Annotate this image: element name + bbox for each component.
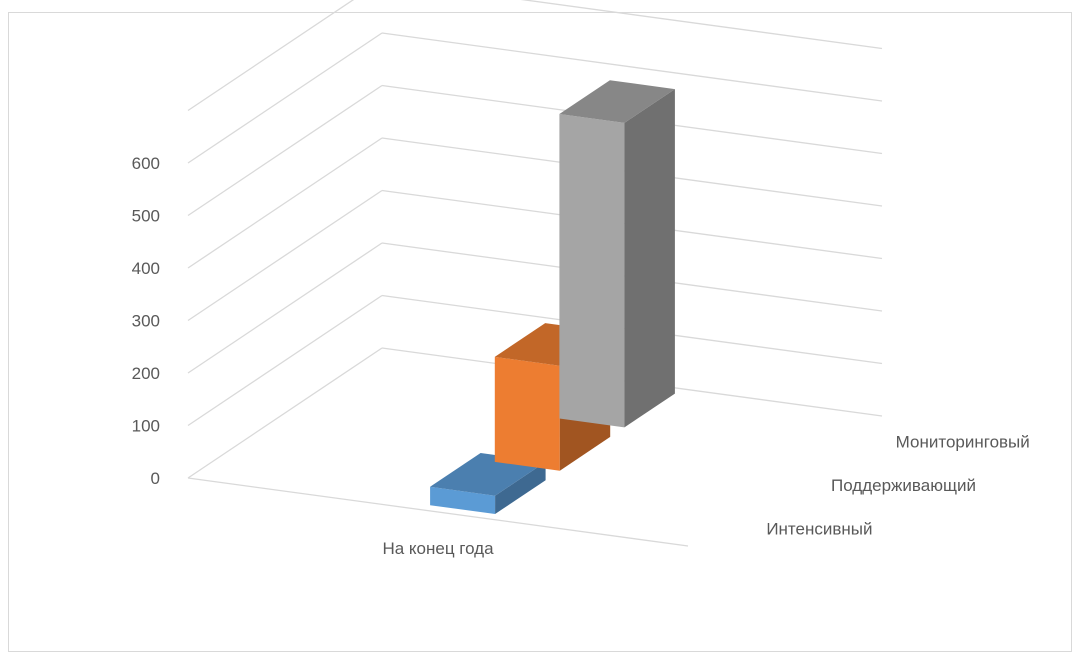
gridline-side: [187, 242, 383, 374]
gridline-side: [187, 0, 355, 112]
y-tick-label: 300: [132, 312, 160, 331]
depth-axis-labels: Интенсивный Поддерживающий Мониторинговый: [766, 433, 1029, 539]
x-axis-labels: На конец года: [382, 539, 494, 558]
y-tick-label: 500: [132, 207, 160, 226]
chart-bars: [430, 80, 675, 514]
bar-side-face: [624, 89, 675, 428]
gridline-side: [187, 189, 383, 322]
gridline-side: [187, 32, 383, 164]
floor-front-edge: [187, 477, 689, 547]
series-label: Интенсивный: [766, 519, 872, 538]
bar-side-face: [495, 461, 546, 514]
y-tick-label: 0: [151, 469, 160, 488]
y-tick-label: 100: [132, 417, 160, 436]
chart-floor: [187, 477, 689, 547]
series-label: Поддерживающий: [831, 476, 976, 495]
series-label: Мониторинговый: [896, 433, 1030, 452]
bar-front-face: [494, 356, 560, 471]
y-tick-label: 200: [132, 364, 160, 383]
y-axis-labels: 0 100 200 300 400 500 600: [132, 154, 160, 488]
gridline-side: [187, 347, 383, 479]
gridline-back: [381, 32, 883, 102]
gridline-back: [520, 0, 883, 50]
y-tick-label: 400: [132, 259, 160, 278]
gridline-side: [187, 294, 383, 427]
category-label: На конец года: [382, 539, 494, 558]
bar-front-face: [430, 486, 496, 514]
bar-front-face: [559, 114, 625, 428]
gridline-side: [187, 137, 383, 269]
y-tick-label: 600: [132, 154, 160, 173]
chart-3d-column: 0 100 200 300 400 500 600 На конец года Интенс…: [132, 0, 1030, 558]
bar-top-face: [559, 80, 675, 123]
bar-3: [559, 80, 675, 428]
gridline-side: [187, 84, 383, 217]
